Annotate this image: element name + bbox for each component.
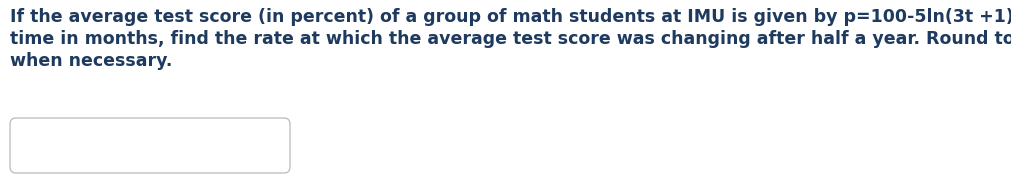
Text: time in months, find the rate at which the average test score was changing after: time in months, find the rate at which t…	[10, 30, 1011, 48]
Text: If the average test score (in percent) of a group of math students at IMU is giv: If the average test score (in percent) o…	[10, 8, 1011, 26]
FancyBboxPatch shape	[10, 118, 290, 173]
Text: when necessary.: when necessary.	[10, 52, 172, 70]
